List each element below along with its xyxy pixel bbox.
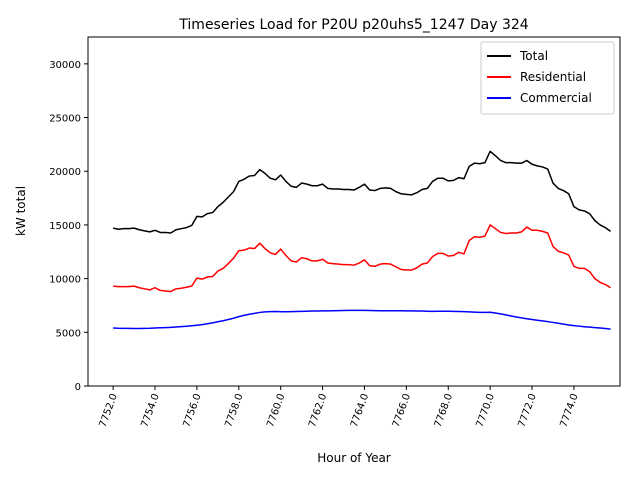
plot-frame bbox=[87, 36, 621, 387]
legend: Total Residential Commercial bbox=[480, 41, 615, 115]
x-tick-label: 7768.0 bbox=[433, 392, 455, 429]
x-tick-label: 7772.0 bbox=[517, 392, 539, 429]
x-tick-label: 7756.0 bbox=[181, 392, 203, 429]
x-tick-label: 7766.0 bbox=[391, 392, 413, 429]
x-axis-label: Hour of Year bbox=[317, 451, 391, 465]
series-layer bbox=[112, 150, 612, 330]
y-tick-label: 20000 bbox=[49, 167, 81, 178]
y-tick-label: 0 bbox=[75, 382, 81, 393]
x-tick-label: 7760.0 bbox=[265, 392, 287, 429]
x-tick-label: 7754.0 bbox=[140, 392, 162, 429]
chart-title: Timeseries Load for P20U p20uhs5_1247 Da… bbox=[178, 17, 528, 33]
y-tick-label: 30000 bbox=[49, 60, 81, 71]
x-tick-label: 7764.0 bbox=[349, 392, 371, 429]
x-tick-label: 7758.0 bbox=[223, 392, 245, 429]
series-line-total bbox=[112, 150, 612, 234]
y-tick-label: 25000 bbox=[49, 114, 81, 125]
legend-label-total: Total bbox=[519, 49, 548, 63]
y-tick-label: 5000 bbox=[56, 328, 81, 339]
y-tick-label: 10000 bbox=[49, 275, 81, 286]
legend-label-residential: Residential bbox=[520, 70, 586, 84]
y-axis: 0 5000 10000 15000 20000 25000 30000 bbox=[49, 60, 88, 393]
series-line-commercial bbox=[113, 309, 611, 330]
y-axis-label: kW total bbox=[14, 186, 28, 236]
x-axis: 7752.0 7754.0 7756.0 7758.0 7760.0 7762.0 7764… bbox=[98, 386, 581, 429]
x-tick-label: 7762.0 bbox=[307, 392, 329, 429]
x-tick-label: 7752.0 bbox=[98, 392, 120, 429]
x-tick-label: 7774.0 bbox=[558, 392, 580, 429]
legend-label-commercial: Commercial bbox=[520, 91, 592, 105]
legend-box bbox=[480, 41, 615, 115]
series-line-residential bbox=[113, 224, 611, 293]
y-tick-label: 15000 bbox=[49, 221, 81, 232]
x-tick-label: 7770.0 bbox=[475, 392, 497, 429]
